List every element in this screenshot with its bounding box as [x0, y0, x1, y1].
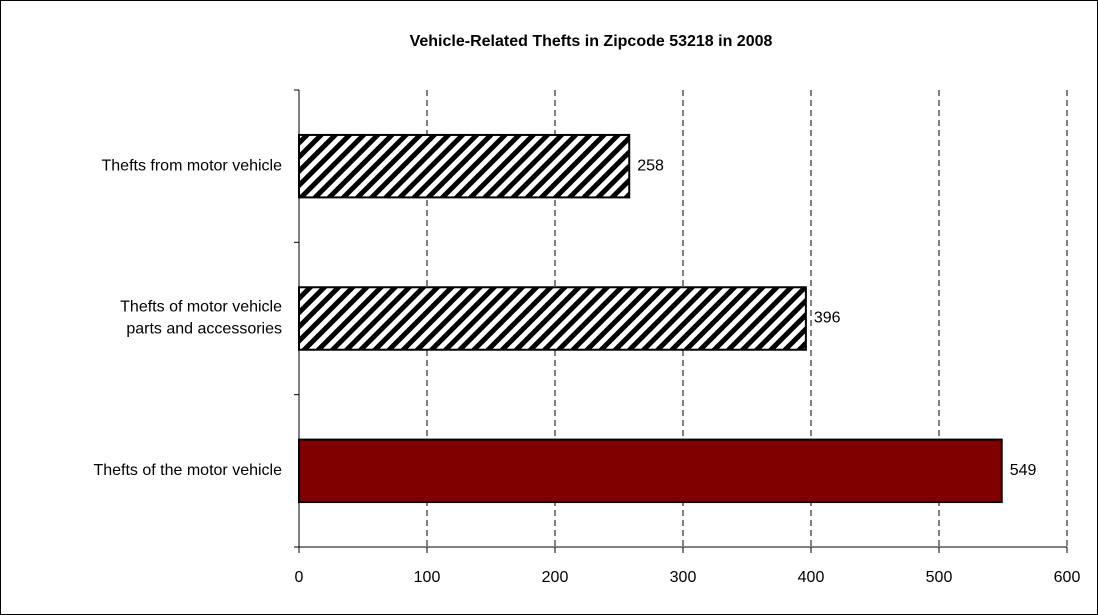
- bar: [298, 133, 631, 199]
- chart-title: Vehicle-Related Thefts in Zipcode 53218 …: [410, 33, 773, 50]
- y-tick-label: Thefts of motor vehicle parts and accesso…: [120, 299, 282, 338]
- x-tick-label: 600: [1054, 569, 1081, 586]
- value-label: 258: [637, 157, 664, 174]
- value-label: 549: [1010, 462, 1037, 479]
- value-label: 396: [814, 310, 841, 327]
- x-tick-label: 500: [926, 569, 953, 586]
- x-tick-label: 300: [670, 569, 697, 586]
- y-tick-label: Thefts of the motor vehicle: [93, 462, 282, 479]
- bar: [298, 286, 807, 351]
- x-tick-label: 0: [295, 569, 304, 586]
- bar: [298, 438, 1003, 504]
- label-line: parts and accessories: [126, 321, 282, 338]
- x-tick-label: 200: [542, 569, 569, 586]
- y-tick-label: Thefts from motor vehicle: [102, 157, 283, 174]
- label-line: Thefts of motor vehicle: [120, 299, 282, 316]
- x-tick-label: 400: [798, 569, 825, 586]
- x-tick-label: 100: [414, 569, 441, 586]
